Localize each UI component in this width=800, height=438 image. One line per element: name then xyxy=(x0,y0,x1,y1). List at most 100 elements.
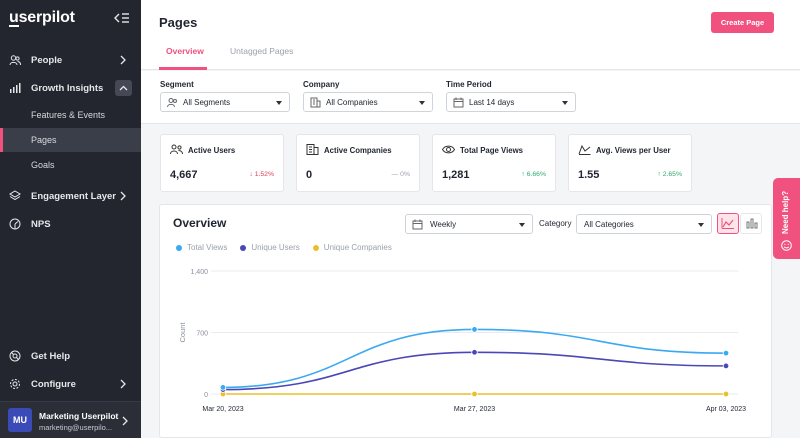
stat-change: ↑ 2.65% xyxy=(657,171,682,178)
stat-value: 4,667 xyxy=(170,169,198,181)
trend-icon xyxy=(578,144,591,155)
sidebar-item-label: People xyxy=(31,54,63,66)
sidebar-item-engagement-layer[interactable]: Engagement Layer xyxy=(0,183,141,209)
legend-dot xyxy=(312,244,319,251)
chevron-right-icon xyxy=(120,379,126,389)
tab-overview[interactable]: Overview xyxy=(166,46,204,56)
sidebar-subitem-features-events[interactable]: Features & Events xyxy=(0,103,141,127)
sidebar-item-label: Engagement Layer xyxy=(31,190,116,202)
need-help-button[interactable]: Need help? xyxy=(773,178,800,259)
sidebar-item-growth-insights[interactable]: Growth Insights xyxy=(0,75,141,101)
line-chart-toggle[interactable] xyxy=(717,213,739,234)
chevron-right-icon xyxy=(120,191,126,201)
stat-card-active-users: Active Users 4,667 ↓ 1.52% xyxy=(160,134,284,192)
company-value: All Companies xyxy=(326,98,378,107)
data-point xyxy=(722,390,730,398)
y-tick-label: 1,400 xyxy=(190,269,208,276)
overview-panel: Overview Weekly Category All Categories … xyxy=(159,204,772,438)
tab-untagged-pages[interactable]: Untagged Pages xyxy=(230,46,294,56)
stat-change: — 0% xyxy=(391,171,410,178)
need-help-label: Need help? xyxy=(781,190,790,234)
interval-select[interactable]: Weekly xyxy=(405,214,533,234)
category-value: All Categories xyxy=(584,220,634,229)
sidebar-item-nps[interactable]: NPS xyxy=(0,211,141,237)
data-point xyxy=(471,326,478,333)
chart-legend: Total Views Unique Users Unique Companie… xyxy=(176,243,392,252)
stat-change-value: 1.52% xyxy=(254,171,274,178)
stat-change-value: 0% xyxy=(400,171,410,178)
stat-title: Active Companies xyxy=(324,146,392,155)
user-name: Marketing Userpilot xyxy=(39,411,119,421)
building-icon xyxy=(306,144,319,155)
sidebar-subitem-label: Pages xyxy=(31,135,57,145)
stat-change: ↑ 6.66% xyxy=(521,171,546,178)
data-point xyxy=(471,349,478,356)
legend-item-unique-users[interactable]: Unique Users xyxy=(240,243,300,252)
sidebar-subitem-label: Goals xyxy=(31,160,55,170)
caret-down-icon xyxy=(419,101,425,105)
sidebar-item-configure[interactable]: Configure xyxy=(0,371,141,397)
user-menu[interactable]: MU Marketing Userpilot marketing@userpil… xyxy=(0,401,141,438)
sidebar: userpilot People Growth Insights Feature… xyxy=(0,0,141,438)
caret-down-icon xyxy=(276,101,282,105)
line-chart: 1,400 700 0 Count Mar 20, 2023 Mar 27, 2023 Ap… xyxy=(178,269,746,413)
users-icon xyxy=(170,144,183,155)
sidebar-item-label: NPS xyxy=(31,218,51,230)
sidebar-item-people[interactable]: People xyxy=(0,47,141,73)
segment-label: Segment xyxy=(160,80,194,89)
legend-dot xyxy=(176,244,182,251)
user-email: marketing@userpilo... xyxy=(39,423,113,432)
avatar: MU xyxy=(8,408,32,432)
y-axis-label: Count xyxy=(178,322,187,343)
people-icon xyxy=(9,55,21,66)
smile-icon xyxy=(781,240,792,251)
segment-value: All Segments xyxy=(183,98,231,107)
y-tick-label: 700 xyxy=(196,331,208,338)
collapse-sidebar-icon[interactable] xyxy=(114,12,130,24)
chevron-right-icon xyxy=(122,416,128,426)
x-tick-label: Mar 20, 2023 xyxy=(202,406,243,413)
legend-item-unique-companies[interactable]: Unique Companies xyxy=(312,243,392,252)
page-header: Pages Create Page Overview Untagged Page… xyxy=(141,0,800,70)
y-tick-label: 0 xyxy=(204,392,208,399)
lifebuoy-icon xyxy=(9,350,21,362)
bar-chart-icon xyxy=(746,218,758,229)
bar-chart-toggle[interactable] xyxy=(740,213,762,234)
segment-select[interactable]: All Segments xyxy=(160,92,290,112)
stat-value: 1,281 xyxy=(442,169,470,181)
stat-title: Active Users xyxy=(188,146,236,155)
page-title: Pages xyxy=(159,15,198,30)
time-period-select[interactable]: Last 14 days xyxy=(446,92,576,112)
legend-label: Total Views xyxy=(187,243,228,252)
sidebar-item-label: Configure xyxy=(31,378,76,390)
stat-card-total-page-views: Total Page Views 1,281 ↑ 6.66% xyxy=(432,134,556,192)
stat-title: Avg. Views per User xyxy=(596,146,671,155)
gear-icon xyxy=(10,379,20,389)
legend-item-total-views[interactable]: Total Views xyxy=(176,243,227,252)
category-select[interactable]: All Categories xyxy=(576,214,712,234)
bar-chart-icon xyxy=(10,83,21,93)
data-point xyxy=(471,390,478,398)
stat-card-avg-views-per-user: Avg. Views per User 1.55 ↑ 2.65% xyxy=(568,134,692,192)
stat-change-value: 2.65% xyxy=(662,171,682,178)
collapse-section-button[interactable] xyxy=(115,80,132,96)
stat-card-active-companies: Active Companies 0 — 0% xyxy=(296,134,420,192)
legend-dot xyxy=(240,244,247,251)
stat-value: 0 xyxy=(306,169,313,181)
line-chart-icon xyxy=(721,218,734,229)
x-tick-label: Mar 27, 2023 xyxy=(454,406,495,413)
time-period-value: Last 14 days xyxy=(469,98,515,107)
interval-value: Weekly xyxy=(430,220,457,229)
building-icon xyxy=(310,97,321,108)
calendar-icon xyxy=(453,97,464,108)
userpilot-logo[interactable]: userpilot xyxy=(9,9,75,27)
overview-title: Overview xyxy=(173,216,227,230)
sidebar-subitem-goals[interactable]: Goals xyxy=(0,153,141,177)
sidebar-item-label: Growth Insights xyxy=(31,82,104,94)
sidebar-subitem-pages[interactable]: Pages xyxy=(0,128,141,152)
company-select[interactable]: All Companies xyxy=(303,92,433,112)
layers-icon xyxy=(9,190,21,201)
data-point xyxy=(722,362,730,370)
create-page-button[interactable]: Create Page xyxy=(711,12,774,33)
sidebar-item-get-help[interactable]: Get Help xyxy=(0,343,141,369)
